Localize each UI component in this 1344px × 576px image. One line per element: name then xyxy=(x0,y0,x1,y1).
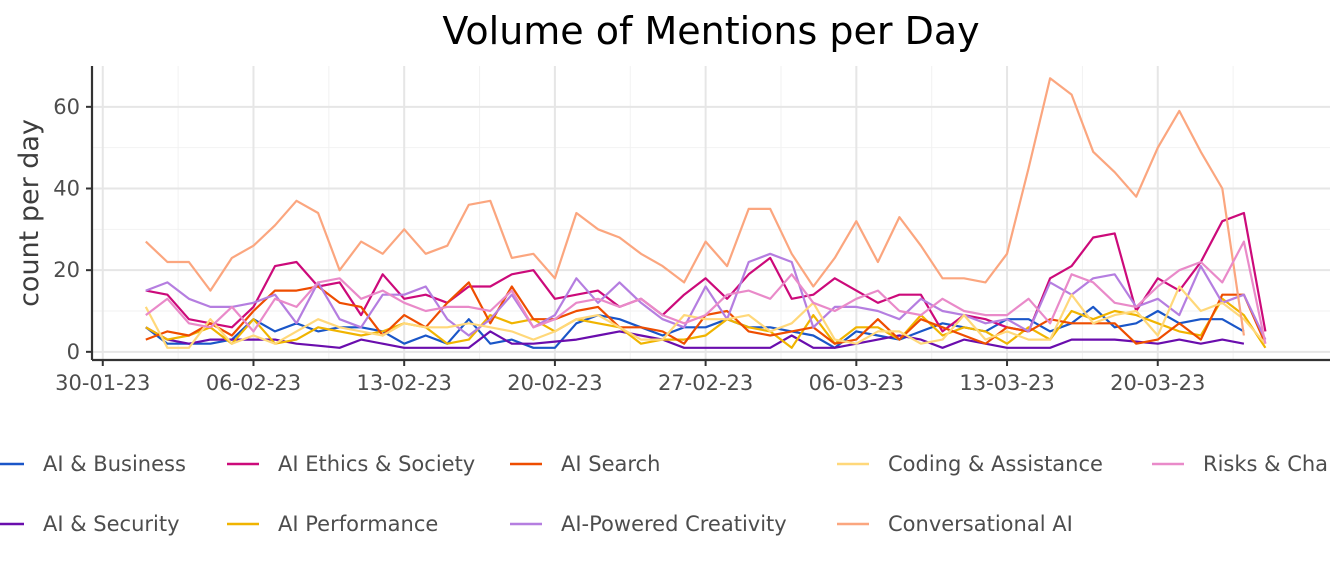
legend-label: AI Performance xyxy=(278,512,438,536)
x-tick-label: 13-03-23 xyxy=(959,371,1054,395)
x-tick-label: 06-03-23 xyxy=(809,371,904,395)
legend-label: Risks & Cha xyxy=(1203,452,1328,476)
axis-ticks: 30-01-23 06-02-23 13-02-23 20-02-23 27-02-23… xyxy=(53,95,1205,395)
legend-label: Conversational AI xyxy=(888,512,1073,536)
legend-label: AI-Powered Creativity xyxy=(561,512,787,536)
grid xyxy=(92,66,1330,360)
legend-label: AI & Security xyxy=(43,512,180,536)
y-tick-label: 0 xyxy=(67,340,80,364)
y-axis-label: count per day xyxy=(14,119,45,307)
x-tick-label: 20-02-23 xyxy=(507,371,602,395)
x-tick-label: 27-02-23 xyxy=(658,371,753,395)
y-tick-label: 60 xyxy=(53,95,80,119)
x-tick-label: 20-03-23 xyxy=(1110,371,1205,395)
x-tick-label: 06-02-23 xyxy=(206,371,301,395)
series-line xyxy=(145,297,1267,349)
legend-label: AI & Business xyxy=(43,452,186,476)
y-tick-label: 20 xyxy=(53,258,80,282)
legend: AI & Business AI & Security AI Ethics & So… xyxy=(0,452,1328,536)
chart-title: Volume of Mentions per Day xyxy=(442,9,979,53)
series-line xyxy=(145,252,1267,341)
axes xyxy=(90,66,1330,362)
series-line xyxy=(145,326,1245,349)
series-line xyxy=(145,77,1245,336)
series-line xyxy=(145,211,1267,333)
series-lines xyxy=(144,77,1267,349)
x-tick-label: 13-02-23 xyxy=(357,371,452,395)
series-line xyxy=(145,240,1267,344)
x-tick-label: 30-01-23 xyxy=(55,371,150,395)
series-line xyxy=(144,285,1267,349)
y-tick-label: 40 xyxy=(53,177,80,201)
legend-label: AI Search xyxy=(561,452,660,476)
legend-label: AI Ethics & Society xyxy=(278,452,475,476)
legend-label: Coding & Assistance xyxy=(888,452,1103,476)
